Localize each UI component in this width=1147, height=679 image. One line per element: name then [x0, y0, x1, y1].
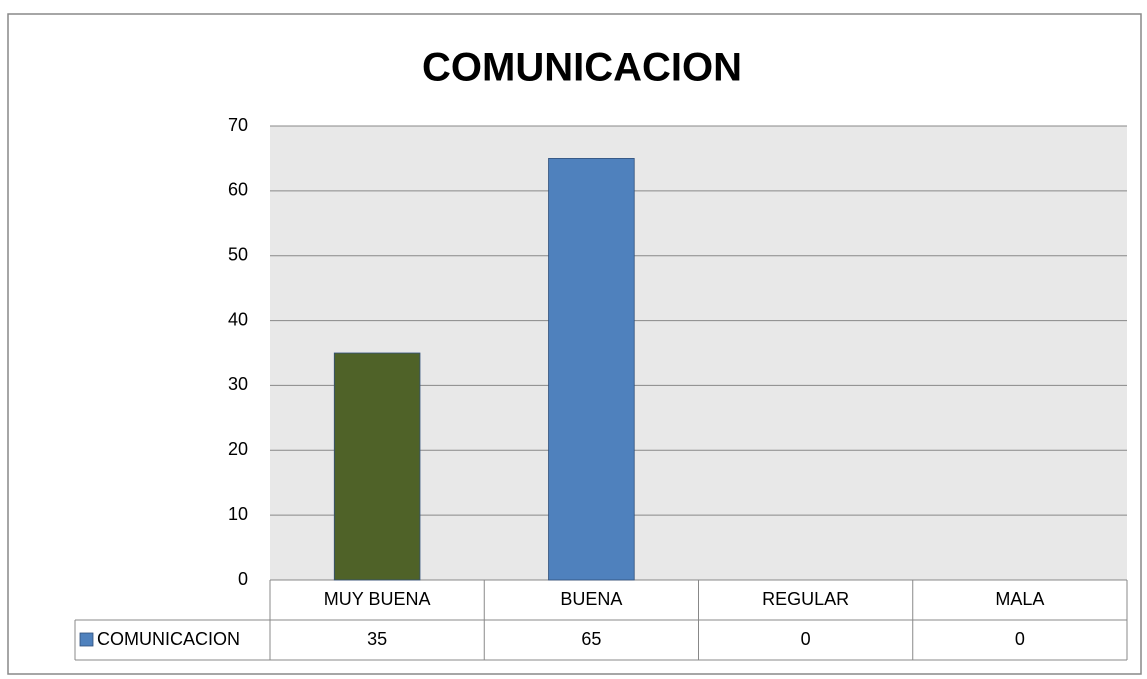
y-tick-label: 20	[228, 439, 248, 459]
legend-key	[79, 632, 94, 647]
x-tick-label: MUY BUENA	[324, 589, 431, 609]
y-tick-label: 70	[228, 115, 248, 135]
x-tick-label: REGULAR	[762, 589, 849, 609]
chart-title: COMUNICACION	[422, 46, 742, 90]
y-tick-label: 10	[228, 504, 248, 524]
bar	[333, 352, 421, 581]
y-tick-label: 50	[228, 244, 248, 264]
bar	[548, 158, 635, 581]
data-label: 0	[801, 629, 811, 649]
legend-label: COMUNICACION	[97, 629, 240, 649]
x-tick-label: MALA	[995, 589, 1044, 609]
x-tick-label: BUENA	[560, 589, 622, 609]
data-label: 0	[1015, 629, 1025, 649]
y-tick-label: 40	[228, 309, 248, 329]
data-label: 35	[367, 629, 387, 649]
y-tick-label: 30	[228, 374, 248, 394]
y-tick-label: 60	[228, 180, 248, 200]
y-tick-label: 0	[238, 569, 248, 589]
data-label: 65	[581, 629, 601, 649]
